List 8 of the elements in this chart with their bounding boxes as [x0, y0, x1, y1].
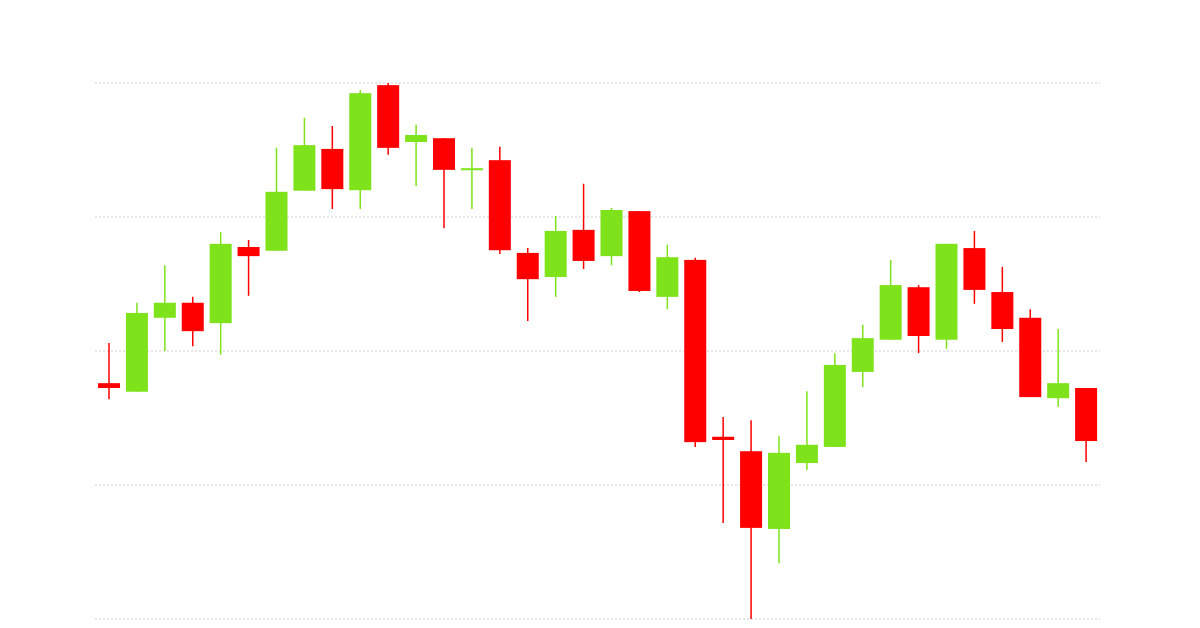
- candlestick: [153, 264, 176, 352]
- candlestick: [795, 390, 818, 471]
- candlestick: [405, 124, 428, 187]
- candlestick: [460, 147, 483, 210]
- candlestick: [712, 416, 735, 524]
- candlestick: [98, 342, 120, 400]
- candlestick: [1047, 328, 1070, 408]
- candlestick: [237, 239, 260, 297]
